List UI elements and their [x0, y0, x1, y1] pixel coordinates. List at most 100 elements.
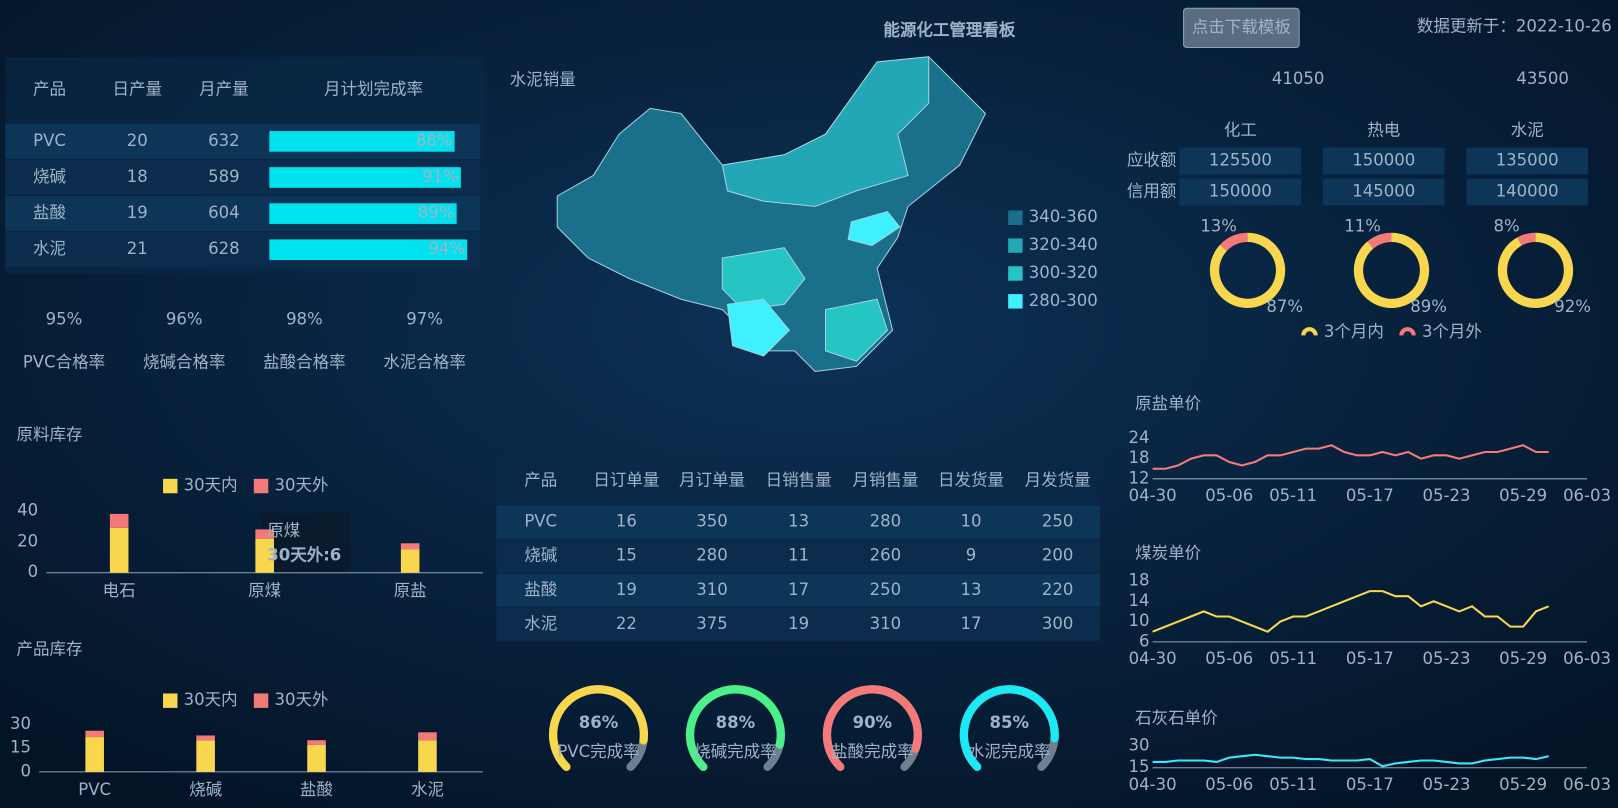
quality-name: 盐酸合格率	[263, 353, 346, 372]
table-cell: 628	[208, 239, 240, 258]
table-cell-bg	[1466, 147, 1589, 175]
table-cell: 22	[616, 614, 637, 633]
gauge-value: 90%	[853, 713, 893, 732]
rate-label: 88%	[416, 131, 453, 150]
x-tick-label: 05-23	[1423, 486, 1471, 505]
table-cell: 10	[961, 512, 982, 531]
legend-label: 3个月外	[1422, 322, 1482, 341]
x-tick-label: 06-03	[1563, 486, 1611, 505]
legend-swatch	[163, 478, 178, 494]
table-cell: 310	[870, 614, 901, 633]
donut-segment	[1209, 232, 1286, 309]
x-tick-label: 05-23	[1423, 775, 1471, 794]
legend-swatch	[163, 693, 178, 708]
x-tick-label: 04-30	[1129, 486, 1177, 505]
rate-label: 89%	[418, 203, 455, 222]
table-header: 日销售量	[766, 470, 832, 489]
donut-segment	[1353, 232, 1430, 309]
table-cell: 盐酸	[33, 203, 67, 222]
chart-title: 产品库存	[17, 640, 83, 659]
gauge-arc	[959, 685, 1059, 771]
gauge-value: 85%	[990, 713, 1030, 732]
legend-label: 280-300	[1029, 291, 1098, 310]
table-cell: 21	[127, 239, 148, 258]
table-cell: 水泥	[33, 239, 66, 258]
x-tick-label: 05-17	[1346, 649, 1394, 668]
chart-title: 原盐单价	[1135, 394, 1201, 413]
table-cell: 烧碱	[524, 546, 557, 565]
x-tick-label: 05-17	[1346, 775, 1394, 794]
y-tick-label: 15	[10, 738, 31, 757]
x-tick-label: 盐酸	[300, 780, 334, 799]
x-tick-label: 05-06	[1205, 486, 1253, 505]
table-cell: 220	[1042, 580, 1074, 599]
gauge-name: PVC完成率	[557, 742, 639, 761]
title: 能源化工管理看板	[883, 19, 1016, 39]
y-tick-label: 0	[20, 761, 30, 780]
chart-title: 原料库存	[17, 425, 83, 444]
x-tick-label: 05-29	[1499, 775, 1547, 794]
legend-label: 300-320	[1029, 263, 1098, 282]
row-label: 应收额	[1127, 150, 1177, 169]
x-tick-label: 04-30	[1129, 775, 1177, 794]
table-header: 日发货量	[938, 470, 1004, 489]
legend-swatch	[1008, 294, 1023, 309]
legend-swatch	[1008, 266, 1023, 281]
table-cell: 632	[208, 131, 240, 150]
table-cell: 盐酸	[524, 580, 557, 599]
gauge-arc	[549, 685, 649, 771]
table-cell: PVC	[33, 131, 66, 150]
download-button[interactable]	[1183, 7, 1300, 48]
chart-title: 煤炭单价	[1135, 544, 1201, 563]
table-header: 化工	[1224, 121, 1257, 140]
y-tick-label: 30	[1129, 736, 1150, 755]
donut-label: 87%	[1266, 297, 1303, 316]
y-tick-label: 12	[1129, 468, 1150, 487]
chart-title: 石灰石单价	[1135, 709, 1218, 728]
bar-segment	[255, 538, 274, 573]
table-cell: 15	[616, 546, 637, 565]
x-tick-label: 原盐	[394, 581, 427, 600]
table-cell: 200	[1042, 546, 1074, 565]
legend-swatch	[1008, 238, 1023, 253]
table-cell: 11	[788, 546, 809, 565]
bar-segment	[400, 543, 420, 550]
donut-label: 8%	[1493, 217, 1519, 236]
table-cell: 9	[966, 546, 977, 565]
price-line	[1152, 753, 1549, 768]
donut-segment	[1220, 232, 1248, 252]
table-cell-bg	[1179, 178, 1302, 206]
bar-segment	[307, 740, 326, 745]
table-cell: 260	[870, 546, 901, 565]
quality-value: 95%	[46, 309, 83, 328]
legend-label: 3个月内	[1324, 322, 1384, 341]
x-tick-label: 05-06	[1205, 649, 1253, 668]
table-cell: 13	[788, 512, 809, 531]
x-tick-label: 05-29	[1499, 649, 1547, 668]
quality-value: 98%	[286, 309, 323, 328]
table-cell: 19	[127, 203, 148, 222]
legend-label: 30天外	[274, 476, 328, 495]
tooltip-title: 原煤	[267, 521, 300, 540]
map-region	[721, 56, 930, 207]
quality-name: PVC合格率	[23, 353, 105, 372]
y-tick-label: 40	[17, 500, 38, 519]
y-tick-label: 15	[1129, 757, 1150, 776]
map-region	[847, 210, 901, 247]
table-cell: 18	[127, 167, 148, 186]
table-header: 日订单量	[593, 470, 659, 489]
legend-label: 30天内	[184, 690, 238, 709]
table-cell-bg	[1322, 147, 1445, 175]
legend-label: 320-340	[1029, 235, 1098, 254]
table-cell: 250	[870, 580, 901, 599]
donut-label: 13%	[1200, 217, 1237, 236]
table-header: 水泥	[1511, 121, 1544, 140]
bar-segment	[400, 549, 420, 573]
china-map	[556, 56, 987, 373]
donut-segment	[1497, 232, 1574, 309]
bar-segment	[85, 737, 104, 772]
legend-swatch	[1399, 327, 1416, 336]
table-cell: 125500	[1209, 150, 1272, 169]
x-tick-label: 05-11	[1269, 486, 1317, 505]
